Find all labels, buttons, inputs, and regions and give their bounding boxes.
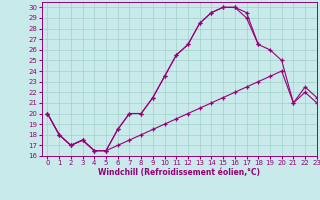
X-axis label: Windchill (Refroidissement éolien,°C): Windchill (Refroidissement éolien,°C): [98, 168, 260, 177]
